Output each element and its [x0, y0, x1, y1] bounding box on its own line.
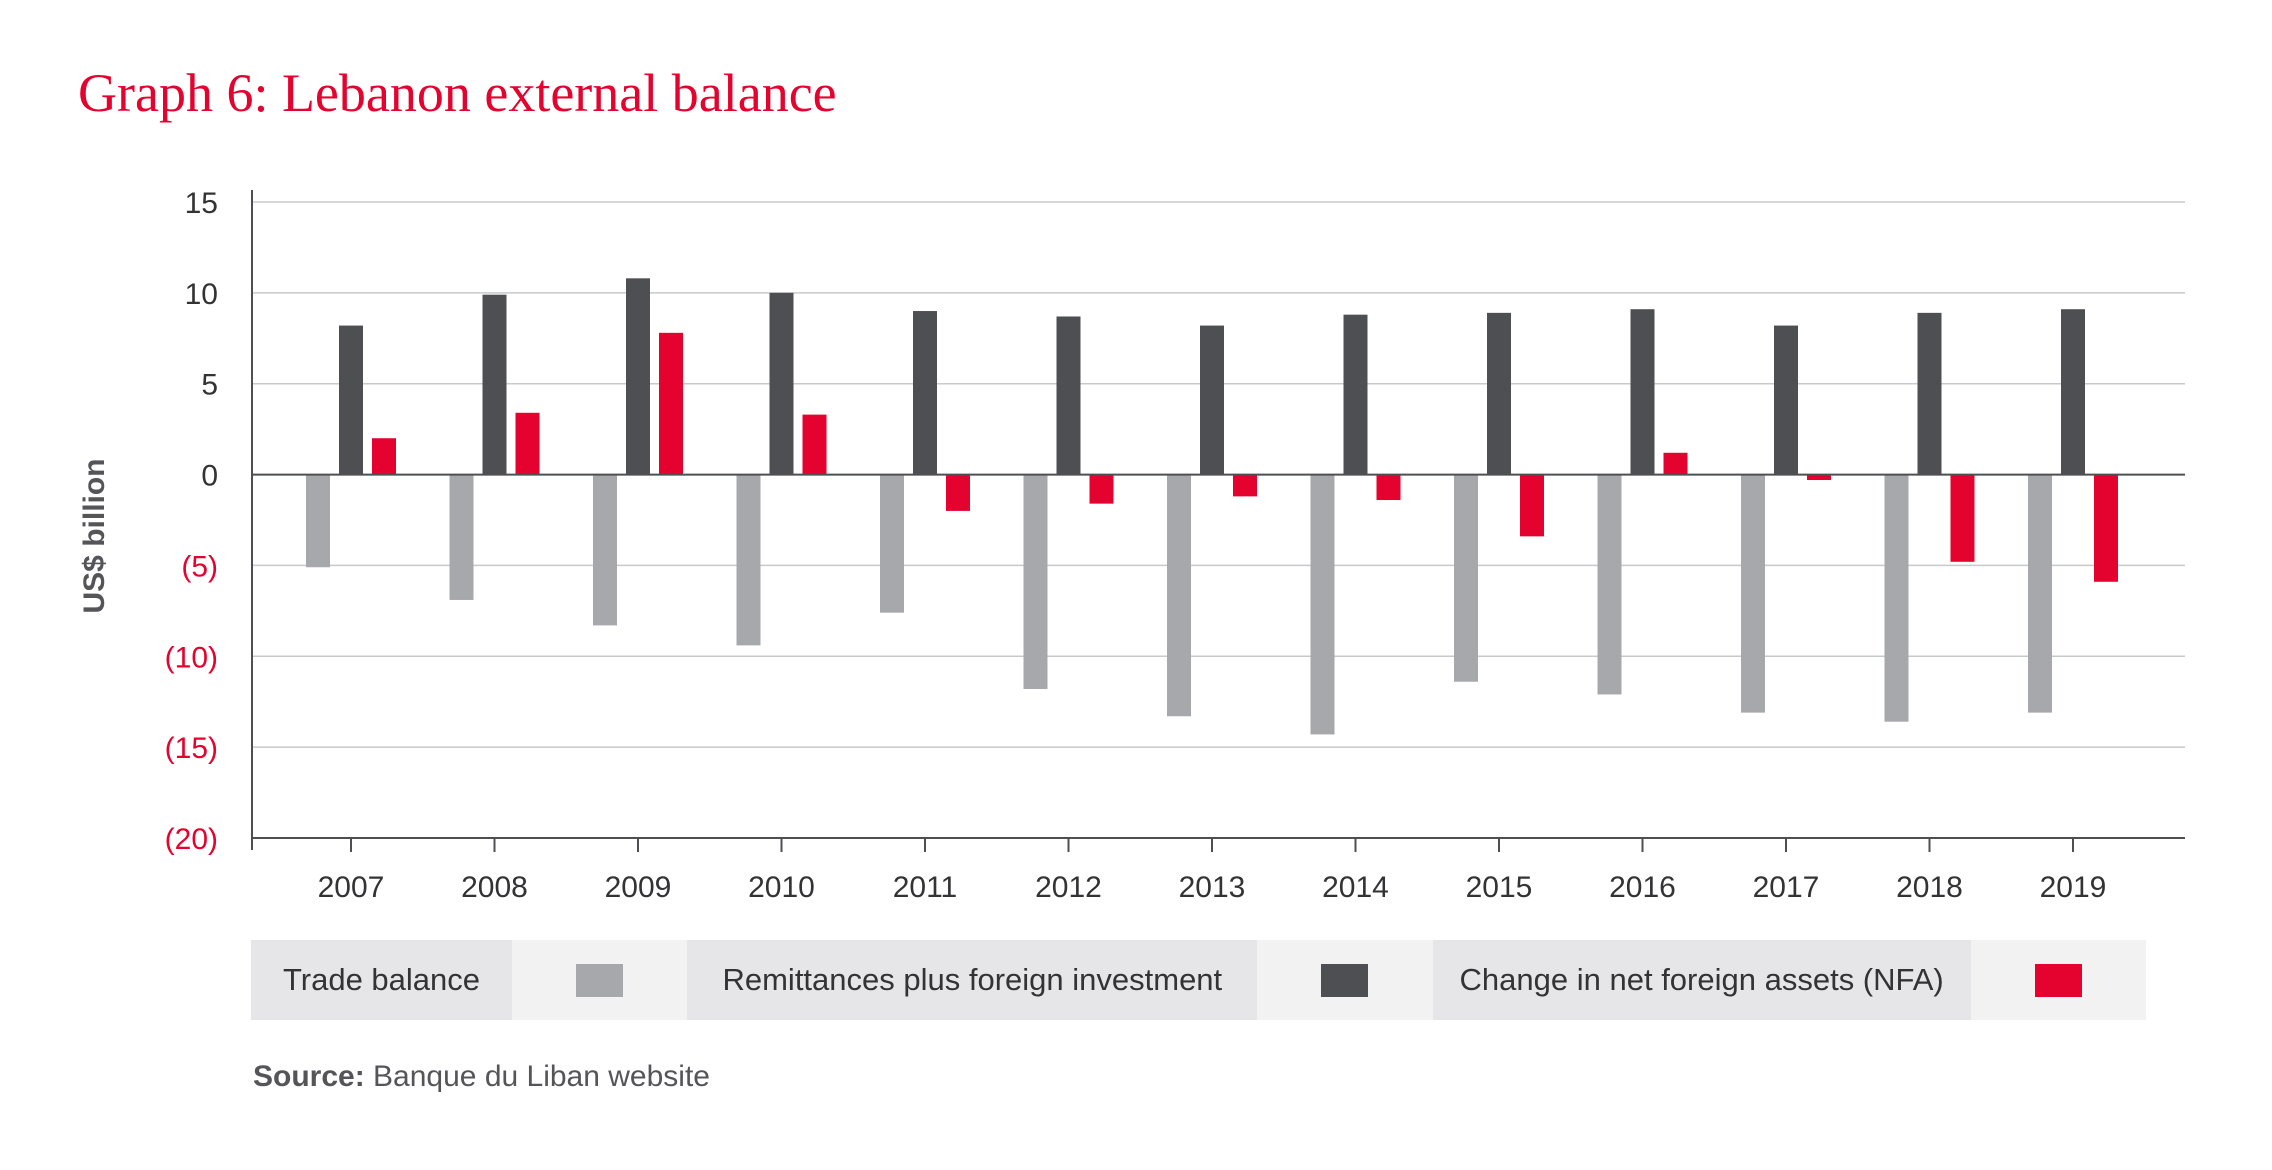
bar-change-in-net-foreign-assets-nfa-2017: [1807, 474, 1831, 481]
bar-remittances-plus-foreign-investment-2014: [1343, 314, 1368, 475]
bar-remittances-plus-foreign-investment-2011: [913, 311, 937, 475]
y-tick-label: (5): [181, 550, 218, 583]
x-tick-label: 2009: [605, 871, 672, 904]
bar-trade-balance-2016: [1597, 474, 1622, 695]
legend: Trade balance Remittances plus foreign i…: [251, 940, 2147, 1020]
source-label: Source:: [253, 1060, 365, 1093]
legend-swatch-nfa: [2034, 963, 2082, 997]
x-tick-label: 2014: [1322, 871, 1389, 904]
bar-change-in-net-foreign-assets-nfa-2007: [372, 438, 396, 475]
x-tick-label: 2015: [1466, 871, 1533, 904]
bar-change-in-net-foreign-assets-nfa-2012: [1089, 474, 1114, 504]
legend-swatch-trade-balance: [576, 963, 624, 997]
bar-trade-balance-2011: [880, 474, 904, 613]
y-tick-label: 10: [185, 278, 218, 311]
bar-remittances-plus-foreign-investment-2008: [482, 294, 507, 475]
bar-remittances-plus-foreign-investment-2010: [769, 292, 794, 475]
bar-trade-balance-2015: [1454, 474, 1478, 682]
bar-trade-balance-2019: [2028, 474, 2052, 713]
bar-change-in-net-foreign-assets-nfa-2019: [2094, 474, 2118, 582]
bar-remittances-plus-foreign-investment-2018: [1917, 312, 1942, 475]
bar-change-in-net-foreign-assets-nfa-2008: [515, 412, 540, 475]
bar-remittances-plus-foreign-investment-2012: [1056, 316, 1081, 475]
bar-change-in-net-foreign-assets-nfa-2015: [1520, 474, 1544, 537]
bar-trade-balance-2014: [1310, 474, 1335, 735]
y-tick-label: 5: [201, 369, 218, 402]
x-tick-label: 2010: [748, 871, 815, 904]
bar-remittances-plus-foreign-investment-2015: [1487, 312, 1511, 475]
legend-swatch-cell-trade-balance: [512, 940, 688, 1020]
bar-trade-balance-2017: [1741, 474, 1765, 713]
bar-trade-balance-2013: [1167, 474, 1191, 717]
axes: [251, 190, 2185, 852]
y-tick-label: 0: [201, 460, 218, 493]
legend-swatch-cell-remittances: [1257, 940, 1433, 1020]
y-tick-label: 15: [185, 187, 218, 220]
y-tick-labels: 15 10 5 0 (5) (10) (15) (20): [165, 187, 218, 856]
bar-change-in-net-foreign-assets-nfa-2011: [946, 474, 970, 511]
source-text: Banque du Liban website: [373, 1060, 710, 1093]
bar-remittances-plus-foreign-investment-2019: [2061, 309, 2085, 475]
bar-remittances-plus-foreign-investment-2013: [1200, 325, 1224, 475]
bar-trade-balance-2010: [736, 474, 761, 646]
legend-label-trade-balance: Trade balance: [251, 940, 513, 1020]
bar-remittances-plus-foreign-investment-2007: [339, 325, 363, 475]
bar-remittances-plus-foreign-investment-2009: [626, 278, 650, 475]
x-tick-label: 2011: [893, 871, 958, 904]
bar-change-in-net-foreign-assets-nfa-2016: [1663, 452, 1688, 475]
x-tick-label: 2012: [1035, 871, 1102, 904]
bar-trade-balance-2007: [306, 474, 330, 568]
bar-trade-balance-2008: [449, 474, 474, 600]
x-tick-labels: 2007 2008 2009 2010 2011 2012 2013 2014 2015 2016…: [318, 871, 2107, 904]
y-axis-label: US$ billion: [78, 458, 111, 613]
legend-label-remittances: Remittances plus foreign investment: [687, 940, 1258, 1020]
legend-label-nfa: Change in net foreign assets (NFA): [1432, 940, 1971, 1020]
x-tick-label: 2019: [2040, 871, 2107, 904]
bar-trade-balance-2018: [1884, 474, 1909, 722]
bar-remittances-plus-foreign-investment-2017: [1774, 325, 1798, 475]
bar-change-in-net-foreign-assets-nfa-2014: [1376, 474, 1401, 501]
legend-swatch-cell-nfa: [1970, 940, 2147, 1020]
legend-swatch-remittances: [1321, 963, 1369, 997]
bar-trade-balance-2009: [593, 474, 617, 626]
bar-change-in-net-foreign-assets-nfa-2018: [1950, 474, 1975, 562]
y-tick-label: (20): [165, 823, 218, 856]
chart-title: Graph 6: Lebanon external balance: [78, 63, 837, 123]
y-tick-label: (15): [165, 732, 218, 765]
x-tick-label: 2008: [461, 871, 528, 904]
bar-trade-balance-2012: [1023, 474, 1048, 689]
y-tick-label: (10): [165, 641, 218, 674]
bar-change-in-net-foreign-assets-nfa-2010: [802, 414, 827, 475]
x-tick-label: 2018: [1896, 871, 1963, 904]
bars: [306, 278, 2118, 735]
source-note: Source: Banque du Liban website: [253, 1060, 710, 1094]
x-tick-label: 2007: [318, 871, 385, 904]
x-tick-label: 2013: [1179, 871, 1246, 904]
bar-remittances-plus-foreign-investment-2016: [1630, 309, 1655, 475]
x-tick-label: 2017: [1753, 871, 1820, 904]
x-tick-label: 2016: [1609, 871, 1676, 904]
bar-change-in-net-foreign-assets-nfa-2009: [659, 332, 683, 475]
bar-change-in-net-foreign-assets-nfa-2013: [1233, 474, 1257, 497]
